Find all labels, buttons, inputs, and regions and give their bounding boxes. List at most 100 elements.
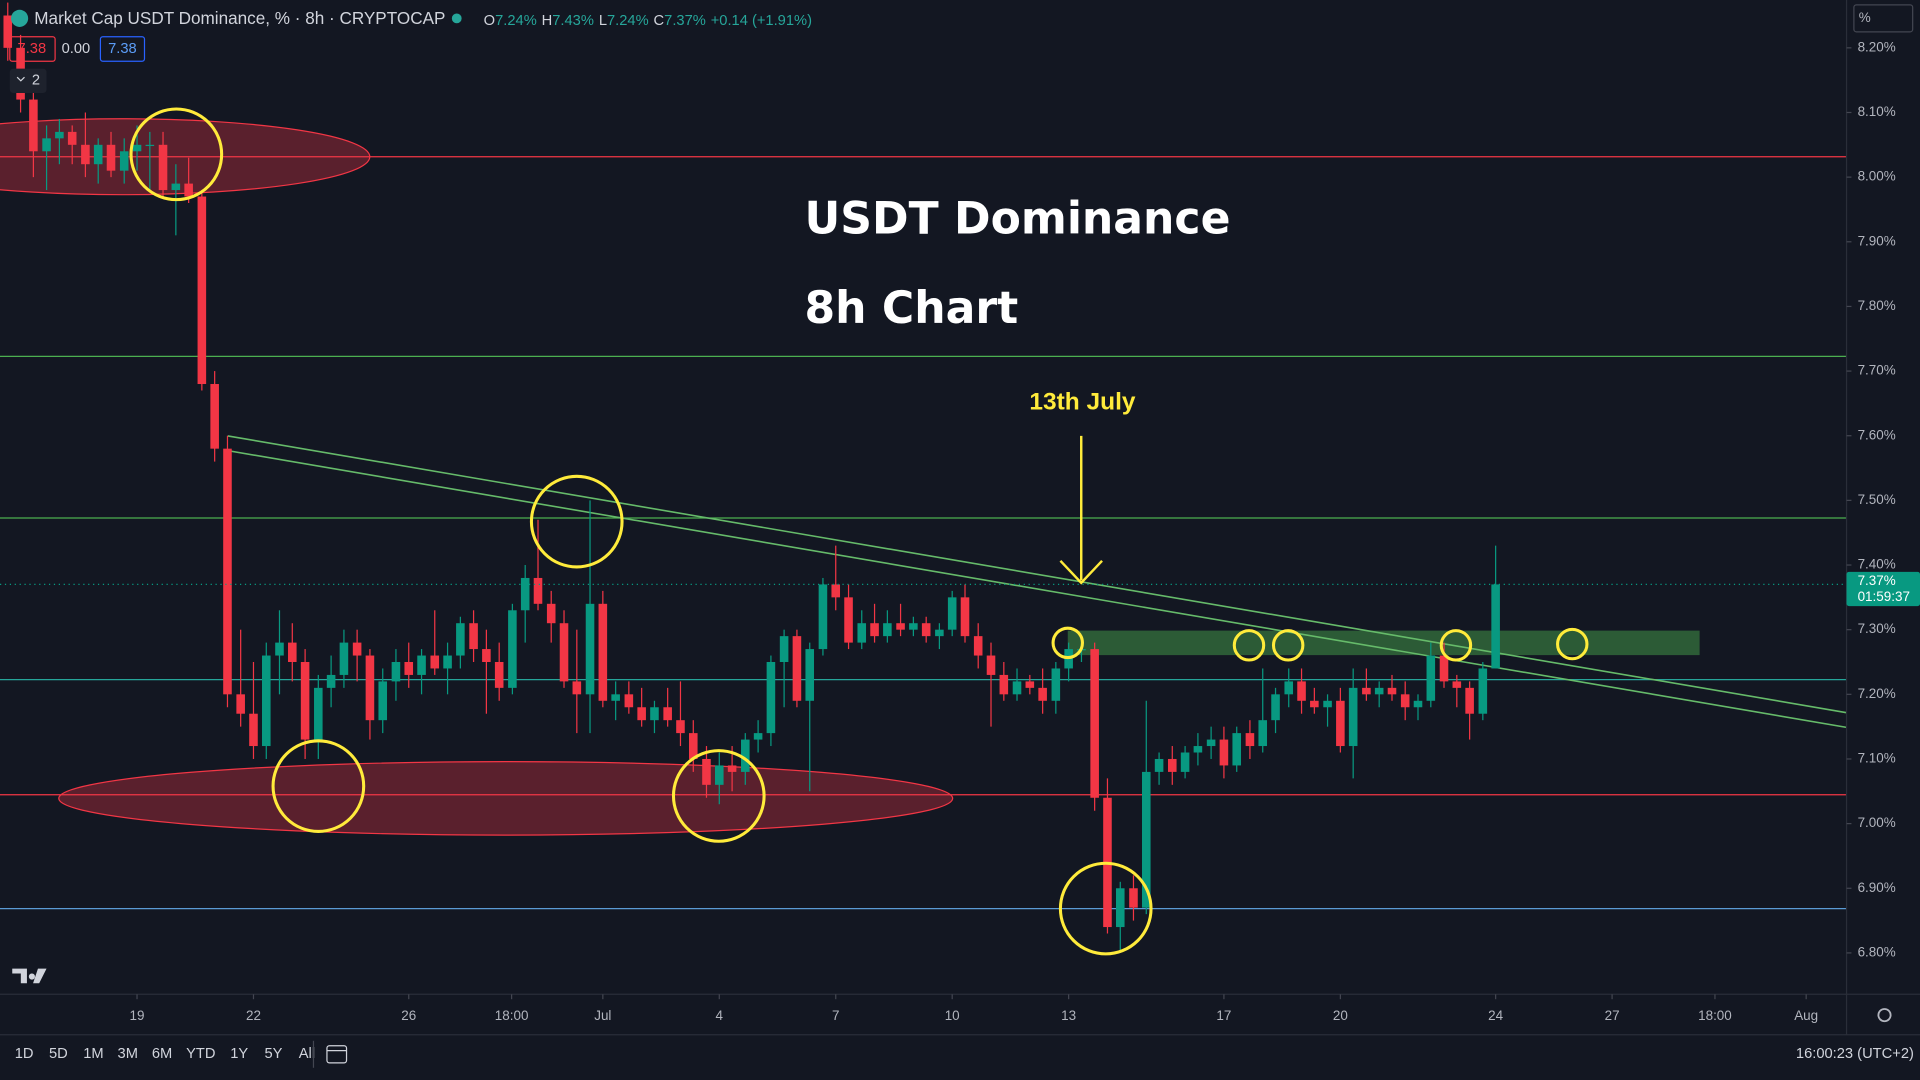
candle-body [947,597,957,630]
candle-body [158,144,168,191]
candle-body [1129,888,1138,908]
indicator-toggle[interactable] [9,68,47,94]
x-tick-label: 10 [945,1008,960,1023]
candle-body [637,707,646,721]
ohlc-value: 7.24% [607,13,649,29]
candle-body [1090,649,1099,798]
highlight-circle [1232,629,1266,662]
highlight-circle [671,749,766,843]
candle-body [67,131,77,145]
candle-body [210,384,219,449]
range-button[interactable]: 1Y [230,1046,248,1062]
badge-text: 7.38 [18,41,47,57]
candle-body [520,577,530,611]
y-tick-label: 7.90% [1858,233,1896,248]
candle-body [676,720,685,734]
unit-box[interactable] [1853,4,1914,33]
range-button[interactable]: All [299,1046,315,1062]
ohlc-value: 7.24% [495,13,537,29]
clock: 16:00:23 (UTC+2) [1796,1046,1914,1062]
candle-body [999,674,1009,695]
trend-line [227,435,1847,714]
y-tick-label: 7.50% [1858,492,1896,507]
candle-body [93,144,103,165]
price-badge [1846,571,1920,607]
candle-body [1439,655,1449,682]
candle-body [1336,700,1345,747]
range-button[interactable]: 5Y [264,1046,282,1062]
candle-body [960,597,970,637]
x-tick-label: 27 [1605,1008,1620,1023]
candle-body [1374,687,1384,695]
indicator-count: 2 [32,73,40,89]
candle-body [1478,668,1488,714]
range-button[interactable]: 5D [49,1046,68,1062]
candle-body [805,649,815,701]
candle-body [896,623,905,630]
x-tick-label: 18:00 [1698,1008,1732,1023]
candle-body [352,642,362,656]
candle-body [443,655,452,669]
candle-body [663,707,672,721]
candle-body [469,623,478,650]
candle-body [1051,668,1061,701]
candle-body [1168,758,1177,772]
candle-body [1219,739,1229,766]
candle-body [275,642,284,656]
highlight-circle [1051,626,1084,660]
highlight-circle [1556,627,1589,661]
candle-body [1180,752,1190,772]
candle-body [624,694,634,708]
badge-text: 0.00 [62,41,91,57]
countdown: 01:59:37 [1858,589,1910,604]
range-button[interactable]: 6M [152,1046,172,1062]
range-button[interactable]: 3M [118,1046,138,1062]
candle-body [1154,758,1164,772]
candle-body [1115,888,1125,928]
y-tick-label: 7.60% [1858,427,1896,442]
range-button[interactable]: 1M [83,1046,103,1062]
range-button[interactable]: YTD [186,1046,215,1062]
x-tick-label: 13 [1061,1008,1076,1023]
candle-body [818,584,828,650]
candle-body [688,733,698,759]
candle-body [1413,700,1423,708]
candle-body [508,610,517,688]
y-tick-label: 8.00% [1858,169,1896,184]
candle-body [844,597,853,643]
candle-body [119,151,129,171]
y-tick-label: 7.80% [1858,298,1896,313]
x-tick-label: 24 [1488,1008,1503,1023]
annotation-title: USDT Dominance [804,194,1230,245]
candle-body [3,15,13,48]
settings-icon[interactable] [1877,1008,1892,1023]
ohlc-value: 7.37% [664,13,706,29]
candle-body [391,662,401,682]
candle-body [909,623,918,630]
candle-body [1465,687,1474,714]
chevron [16,76,25,82]
x-tick-label: 26 [401,1008,416,1023]
candle-body [1038,687,1047,701]
zone-ellipse [58,761,954,836]
y-tick-label: 8.20% [1858,39,1896,54]
candle-body [1193,746,1203,753]
highlight-circles [129,107,1589,956]
candle-body [857,623,867,643]
candle-body [314,687,323,740]
candle-body [236,694,245,714]
symbol-title[interactable]: Market Cap USDT Dominance, % · 8h · CRYP… [34,8,445,28]
candle-body [106,144,116,171]
candle-body [404,662,414,675]
x-tick-label: Jul [594,1008,611,1023]
unit: % [1859,10,1871,25]
range-button[interactable]: 1D [15,1046,34,1062]
candle-body [741,739,750,772]
candle-body [300,662,310,740]
x-tick-label: 22 [246,1008,261,1023]
calendar-icon[interactable] [326,1045,348,1064]
highlight-circle [129,107,224,202]
candle-body [1245,733,1255,747]
candle-body [456,623,465,656]
